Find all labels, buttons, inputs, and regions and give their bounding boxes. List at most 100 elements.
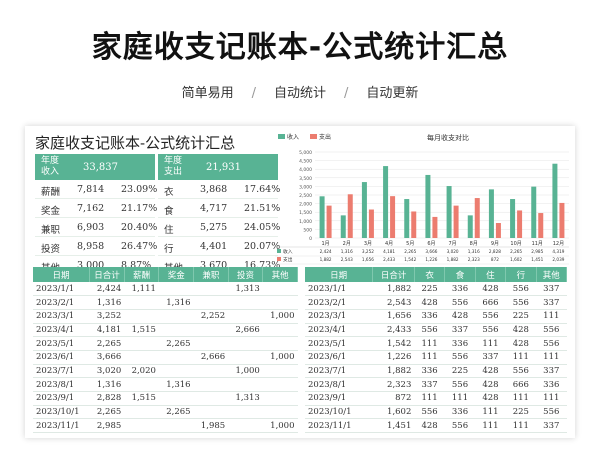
income-table-cell[interactable] — [228, 350, 263, 365]
expense-table-cell[interactable]: 111 — [414, 391, 445, 406]
income-table-cell[interactable] — [193, 295, 229, 310]
income-table-cell[interactable] — [124, 336, 159, 351]
expense-table-cell[interactable]: 556 — [505, 364, 537, 379]
income-table-cell[interactable]: 2,666 — [228, 323, 263, 338]
income-table-cell[interactable] — [158, 323, 194, 338]
income-table-cell[interactable] — [158, 282, 194, 297]
income-table-cell[interactable]: 1,316 — [89, 295, 125, 310]
income-table-cell[interactable] — [193, 405, 229, 420]
expense-table-cell[interactable]: 111 — [536, 309, 567, 324]
expense-table-cell[interactable]: 111 — [505, 418, 537, 434]
expense-table-cell[interactable]: 1,451 — [372, 418, 415, 434]
expense-table-cell[interactable]: 666 — [505, 377, 537, 392]
expense-table-cell[interactable]: 111 — [505, 391, 537, 406]
expense-table-cell[interactable]: 111 — [505, 350, 537, 365]
expense-table-cell[interactable]: 666 — [475, 295, 506, 310]
expense-table-cell[interactable]: 1,602 — [372, 405, 415, 420]
income-table-cell[interactable] — [124, 418, 159, 434]
expense-table-cell[interactable]: 556 — [505, 282, 537, 297]
income-table-cell[interactable] — [124, 405, 159, 420]
expense-table-cell[interactable]: 428 — [475, 364, 506, 379]
expense-table-cell[interactable]: 556 — [475, 323, 506, 338]
expense-table-cell[interactable]: 225 — [505, 405, 537, 420]
expense-table-cell[interactable]: 2023/6/1 — [305, 350, 373, 365]
expense-table-cell[interactable]: 556 — [536, 405, 567, 420]
income-table-cell[interactable] — [193, 364, 229, 379]
income-table-cell[interactable] — [193, 377, 229, 392]
income-table-cell[interactable] — [262, 295, 298, 310]
expense-table-cell[interactable]: 556 — [414, 405, 445, 420]
expense-table-cell[interactable]: 111 — [536, 350, 567, 365]
expense-table-cell[interactable]: 111 — [475, 418, 506, 434]
expense-table-cell[interactable]: 556 — [414, 323, 445, 338]
income-table-cell[interactable] — [228, 336, 263, 351]
expense-table-cell[interactable]: 2023/3/1 — [305, 309, 373, 324]
income-table-cell[interactable] — [124, 295, 159, 310]
expense-table-cell[interactable]: 556 — [475, 309, 506, 324]
income-table-cell[interactable]: 1,316 — [158, 295, 194, 310]
expense-table-cell[interactable]: 225 — [444, 364, 476, 379]
expense-table-cell[interactable]: 337 — [536, 282, 567, 297]
expense-table-cell[interactable]: 2,543 — [372, 295, 415, 310]
income-table-cell[interactable]: 2023/9/1 — [33, 391, 90, 406]
expense-table-cell[interactable]: 336 — [444, 282, 476, 297]
income-table-cell[interactable]: 3,020 — [89, 364, 125, 379]
expense-table-cell[interactable]: 428 — [505, 336, 537, 351]
income-table-cell[interactable]: 2023/1/1 — [33, 282, 90, 297]
income-table-cell[interactable] — [228, 418, 263, 434]
income-table-cell[interactable]: 2,828 — [89, 391, 125, 406]
income-table-cell[interactable] — [262, 364, 298, 379]
expense-table-cell[interactable]: 111 — [414, 336, 445, 351]
expense-table-cell[interactable]: 111 — [444, 391, 476, 406]
expense-table-cell[interactable]: 2,433 — [372, 323, 415, 338]
income-table-cell[interactable] — [193, 323, 229, 338]
income-table-cell[interactable]: 2,252 — [193, 309, 229, 324]
income-table-cell[interactable] — [262, 377, 298, 392]
income-table-cell[interactable]: 2023/10/1 — [33, 405, 90, 420]
income-table-cell[interactable]: 1,000 — [262, 418, 298, 434]
income-table-cell[interactable] — [262, 336, 298, 351]
expense-table-cell[interactable]: 225 — [414, 282, 445, 297]
income-table-cell[interactable]: 2,265 — [158, 336, 194, 351]
income-table-cell[interactable]: 2023/11/1 — [33, 418, 90, 434]
income-table-cell[interactable] — [228, 309, 263, 324]
income-table-cell[interactable]: 2023/3/1 — [33, 309, 90, 324]
income-table-cell[interactable] — [158, 418, 194, 434]
expense-table-cell[interactable]: 337 — [444, 323, 476, 338]
income-table-cell[interactable] — [158, 350, 194, 365]
income-table-cell[interactable] — [262, 405, 298, 420]
income-table-cell[interactable] — [193, 282, 229, 297]
expense-table-cell[interactable]: 556 — [444, 377, 476, 392]
expense-table-cell[interactable]: 2023/11/1 — [305, 418, 373, 434]
expense-table-cell[interactable]: 225 — [505, 309, 537, 324]
expense-table-cell[interactable]: 336 — [414, 309, 445, 324]
expense-table-cell[interactable]: 111 — [475, 336, 506, 351]
income-table-cell[interactable]: 1,316 — [89, 377, 125, 392]
expense-table-cell[interactable]: 2023/1/1 — [305, 282, 373, 297]
expense-table-cell[interactable]: 1,542 — [372, 336, 415, 351]
income-table-cell[interactable]: 2023/6/1 — [33, 350, 90, 365]
income-table-cell[interactable]: 2023/7/1 — [33, 364, 90, 379]
expense-table-cell[interactable]: 2023/4/1 — [305, 323, 373, 338]
income-table-cell[interactable] — [158, 309, 194, 324]
expense-table-cell[interactable]: 1,882 — [372, 282, 415, 297]
income-table-cell[interactable]: 2023/8/1 — [33, 377, 90, 392]
expense-table-cell[interactable]: 428 — [475, 391, 506, 406]
income-table-cell[interactable]: 1,316 — [158, 377, 194, 392]
expense-table-cell[interactable]: 337 — [536, 364, 567, 379]
income-table-cell[interactable]: 2,020 — [124, 364, 159, 379]
expense-table-cell[interactable]: 556 — [505, 295, 537, 310]
income-table-cell[interactable]: 2,666 — [193, 350, 229, 365]
expense-table-cell[interactable]: 428 — [414, 295, 445, 310]
expense-table-cell[interactable]: 2023/7/1 — [305, 364, 373, 379]
income-table-cell[interactable]: 3,252 — [89, 309, 125, 324]
income-table-cell[interactable]: 1,111 — [124, 282, 159, 297]
income-table-cell[interactable]: 4,181 — [89, 323, 125, 338]
income-table-cell[interactable] — [262, 282, 298, 297]
expense-table-cell[interactable]: 111 — [475, 405, 506, 420]
expense-table-cell[interactable]: 337 — [414, 377, 445, 392]
income-table-cell[interactable] — [124, 377, 159, 392]
expense-table-cell[interactable]: 1,226 — [372, 350, 415, 365]
expense-table-cell[interactable]: 1,882 — [372, 364, 415, 379]
expense-table-cell[interactable]: 2023/10/1 — [305, 405, 373, 420]
